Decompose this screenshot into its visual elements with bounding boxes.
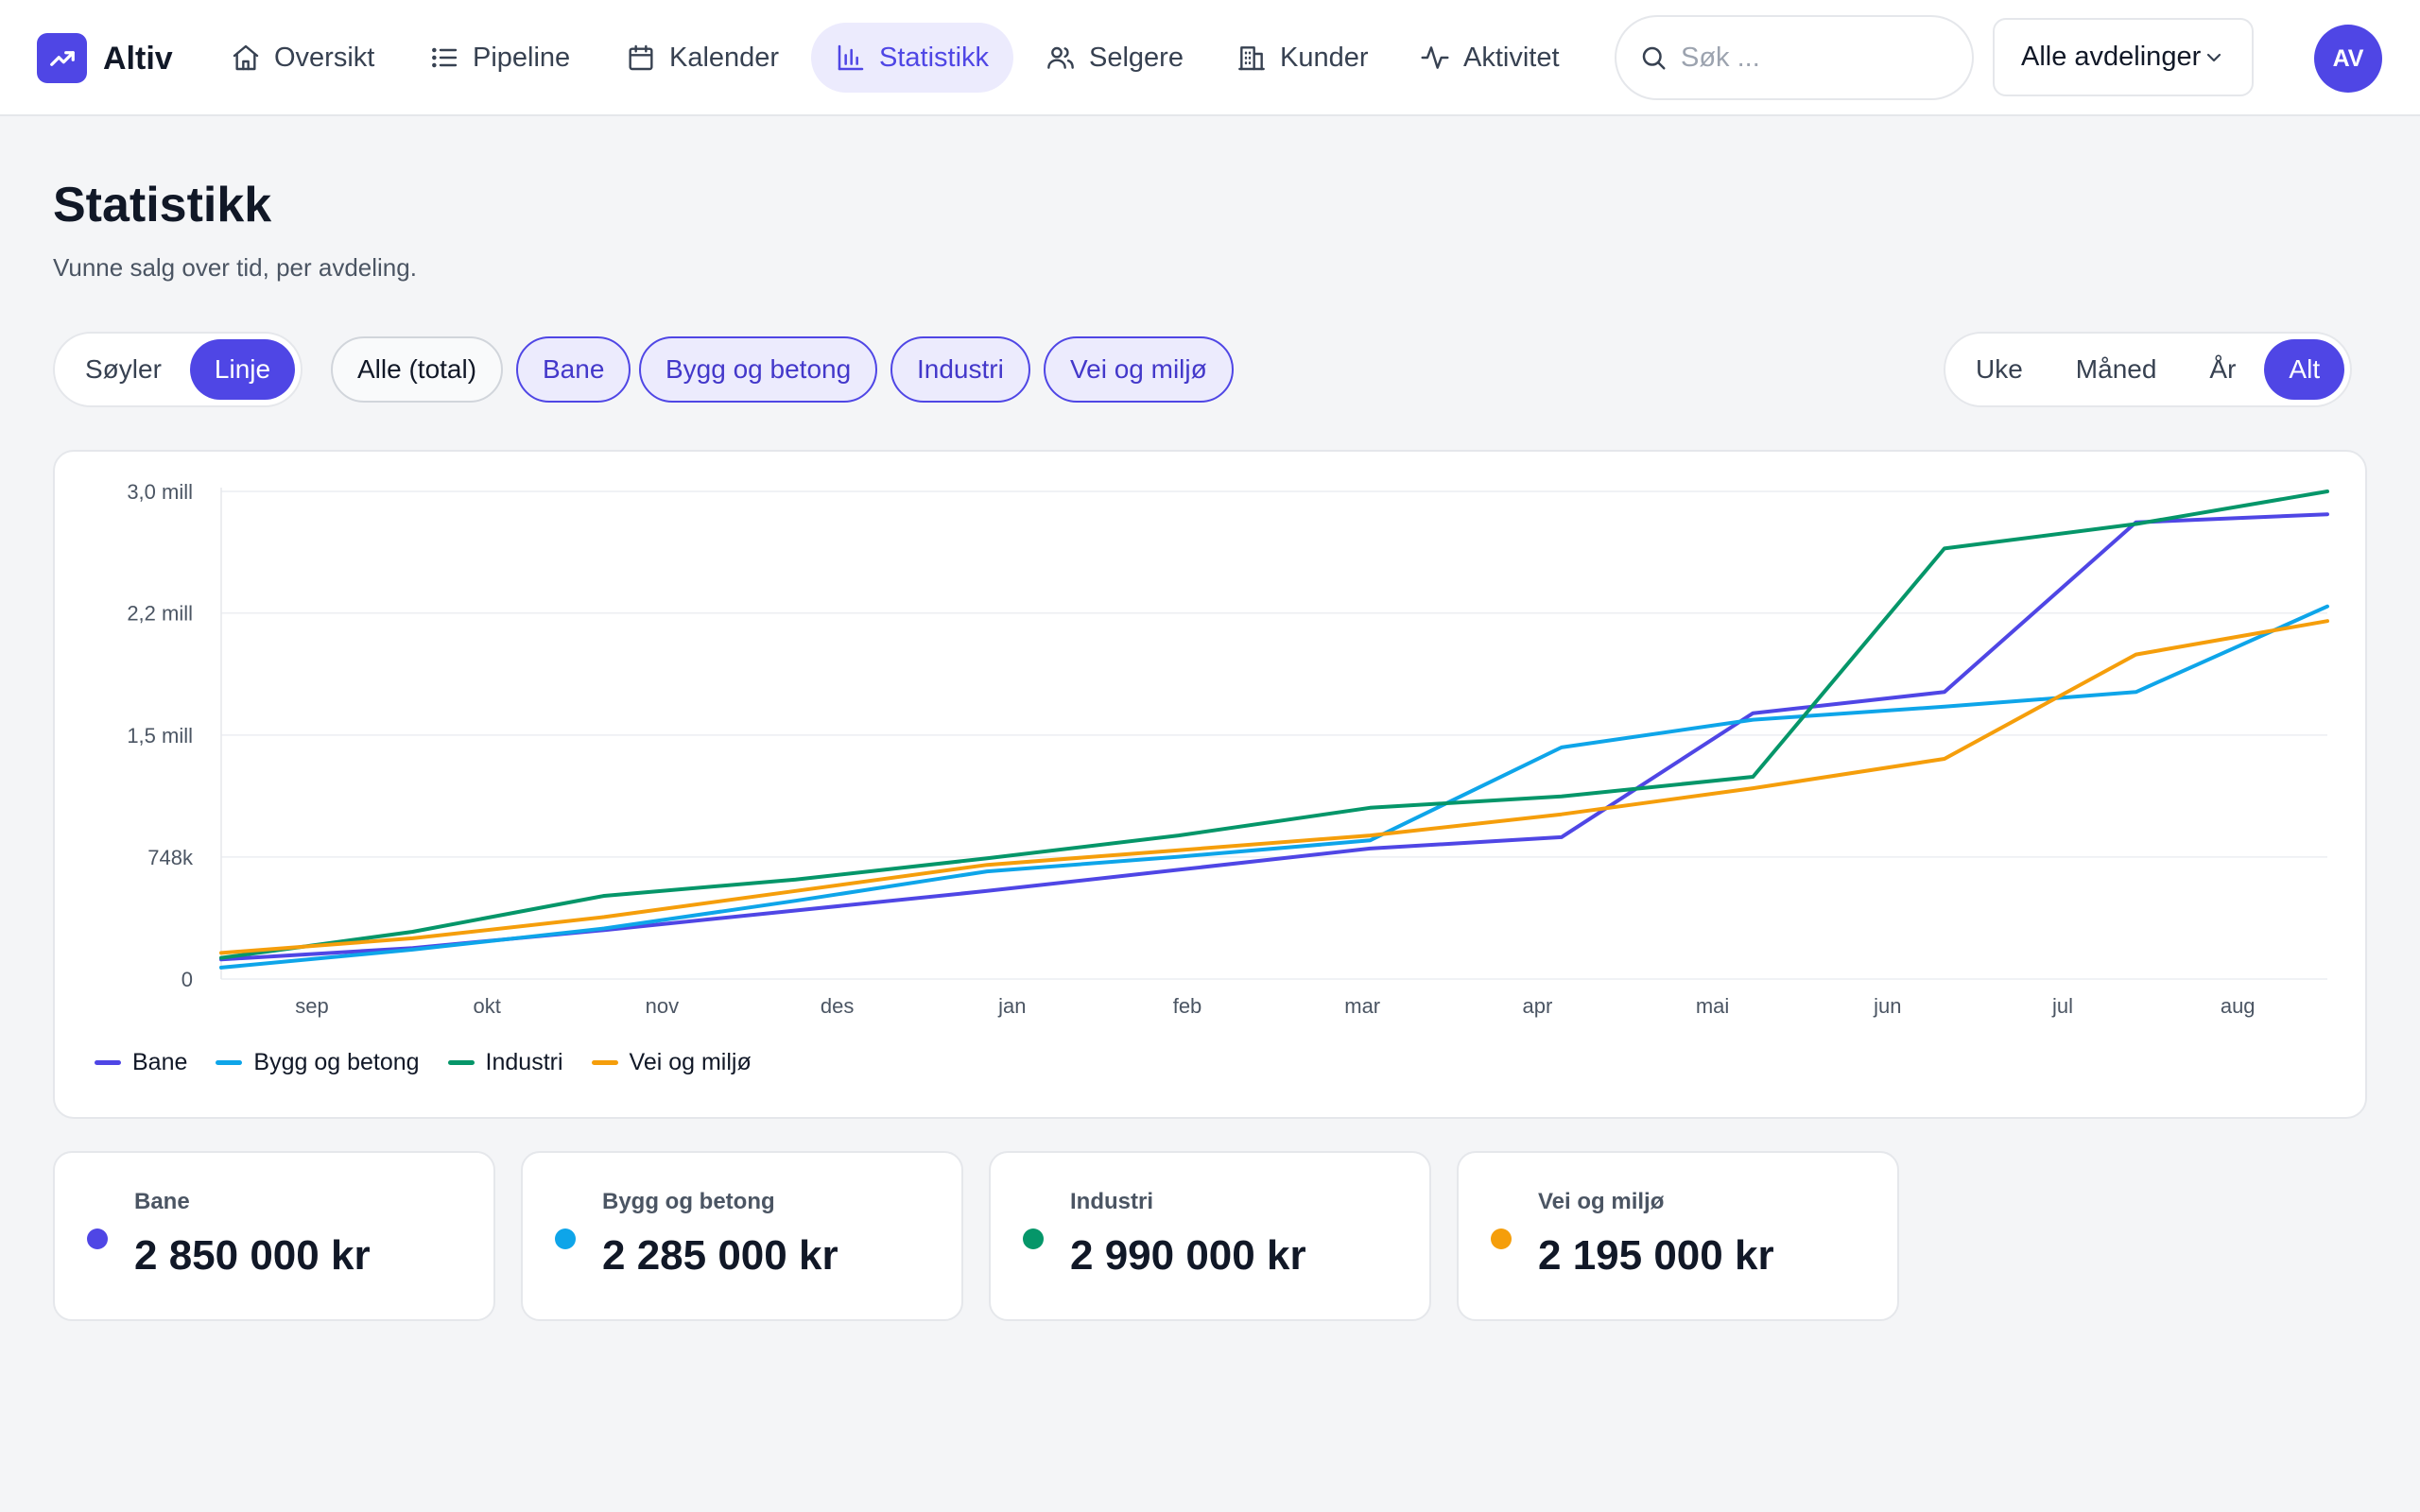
summary-label: Vei og miljø xyxy=(1538,1189,1665,1214)
users-icon xyxy=(1047,46,1074,69)
legend-swatch xyxy=(447,1060,475,1065)
bar-chart-icon xyxy=(838,44,864,71)
x-tick-label: mar xyxy=(1344,994,1380,1018)
legend-label: Bane xyxy=(132,1049,188,1075)
filter-chip-industri[interactable]: Industri xyxy=(890,336,1030,403)
period-week-button[interactable]: Uke xyxy=(1976,354,2023,384)
x-tick-label: aug xyxy=(2221,994,2256,1018)
period-toggle: Uke Måned År Alt xyxy=(1944,332,2353,407)
period-year-button[interactable]: År xyxy=(2209,354,2237,384)
legend-item-bygg-og-betong[interactable]: Bygg og betong xyxy=(216,1049,420,1076)
department-select-value: Alle avdelinger xyxy=(2021,42,2202,72)
y-tick-label: 748k xyxy=(147,846,194,869)
nav-item-selgere[interactable]: Selgere xyxy=(1021,23,1208,93)
chart-type-bars-button[interactable]: Søyler xyxy=(85,354,162,384)
search-box[interactable] xyxy=(1615,15,1974,100)
nav-item-label: Selgere xyxy=(1089,42,1184,73)
legend-item-vei-og-miljo[interactable]: Vei og miljø xyxy=(591,1049,752,1076)
sales-line-chart-card: 0 748k 1,5 mill 2,2 mill 3,0 mill sep okt nov de… xyxy=(53,450,2367,1119)
building-icon xyxy=(1238,46,1265,71)
series-color-dot xyxy=(87,1228,108,1249)
x-tick-label: nov xyxy=(646,994,679,1018)
nav-item-pipeline[interactable]: Pipeline xyxy=(405,23,595,93)
summary-value: 2 285 000 kr xyxy=(602,1232,838,1279)
series-color-dot xyxy=(555,1228,576,1249)
legend-swatch xyxy=(95,1060,121,1065)
chart-type-line-button[interactable]: Linje xyxy=(189,339,296,400)
summary-card-industri: Industri 2 990 000 kr xyxy=(989,1151,1431,1321)
series-line-industri xyxy=(219,490,2329,960)
x-tick-label: sep xyxy=(295,994,328,1018)
calendar-icon xyxy=(629,44,653,71)
legend-swatch xyxy=(591,1060,618,1065)
nav-item-label: Aktivitet xyxy=(1463,42,1560,73)
page-title: Statistikk xyxy=(53,178,272,232)
activity-icon xyxy=(1421,46,1449,69)
nav-item-statistikk[interactable]: Statistikk xyxy=(811,23,1014,93)
summary-card-bygg-og-betong: Bygg og betong 2 285 000 kr xyxy=(521,1151,963,1321)
x-tick-label: jan xyxy=(997,994,1026,1018)
x-tick-label: jun xyxy=(1873,994,1901,1018)
period-month-button[interactable]: Måned xyxy=(2075,354,2157,384)
legend-item-bane[interactable]: Bane xyxy=(95,1049,187,1076)
summary-value: 2 850 000 kr xyxy=(134,1232,371,1279)
y-tick-label: 2,2 mill xyxy=(127,602,193,626)
summary-card-bane: Bane 2 850 000 kr xyxy=(53,1151,495,1321)
search-icon xyxy=(1642,46,1666,70)
chart-legend: Bane Bygg og betong Industri Vei og milj… xyxy=(95,1049,752,1076)
x-tick-label: des xyxy=(821,994,854,1018)
summary-label: Bygg og betong xyxy=(602,1189,775,1214)
chart-type-toggle: Søyler Linje xyxy=(53,332,303,407)
department-select[interactable]: Alle avdelinger xyxy=(1993,18,2254,96)
chevron-down-icon xyxy=(2206,53,2221,61)
period-all-button[interactable]: Alt xyxy=(2264,339,2345,400)
legend-item-industri[interactable]: Industri xyxy=(447,1049,563,1076)
y-tick-label: 1,5 mill xyxy=(127,724,193,747)
y-tick-label: 0 xyxy=(182,968,193,991)
legend-label: Bygg og betong xyxy=(253,1049,420,1075)
summary-label: Industri xyxy=(1070,1189,1153,1214)
summary-label: Bane xyxy=(134,1189,190,1214)
legend-swatch xyxy=(216,1060,243,1065)
x-tick-label: apr xyxy=(1523,994,1553,1018)
nav-item-aktivitet[interactable]: Aktivitet xyxy=(1395,23,1584,93)
search-input[interactable] xyxy=(1681,42,1945,74)
legend-label: Vei og miljø xyxy=(629,1049,752,1075)
trending-up-logo-icon[interactable] xyxy=(37,33,87,83)
top-navigation-bar: Altiv Oversikt Pipeline Kalender Statist… xyxy=(0,0,2420,116)
series-line-bygg-og-betong xyxy=(219,604,2329,970)
nav-item-oversikt[interactable]: Oversikt xyxy=(206,23,399,93)
nav-item-kunder[interactable]: Kunder xyxy=(1212,23,1393,93)
legend-label: Industri xyxy=(485,1049,563,1075)
nav-item-label: Oversikt xyxy=(274,42,375,73)
nav-item-label: Kalender xyxy=(669,42,780,73)
summary-card-vei-og-miljo: Vei og miljø 2 195 000 kr xyxy=(1457,1151,1899,1321)
summary-value: 2 990 000 kr xyxy=(1070,1232,1306,1279)
user-avatar[interactable]: AV xyxy=(2314,25,2382,93)
series-line-vei-og-miljo xyxy=(219,619,2329,955)
page-subtitle: Vunne salg over tid, per avdeling. xyxy=(53,253,417,282)
series-line-bane xyxy=(219,512,2329,962)
series-color-dot xyxy=(1491,1228,1512,1249)
app-name[interactable]: Altiv xyxy=(103,41,173,77)
x-tick-label: feb xyxy=(1173,994,1202,1018)
x-tick-label: mai xyxy=(1696,994,1729,1018)
home-icon xyxy=(233,44,259,71)
filter-chip-bane[interactable]: Bane xyxy=(516,336,631,403)
nav-item-kalender[interactable]: Kalender xyxy=(601,23,804,93)
summary-value: 2 195 000 kr xyxy=(1538,1232,1774,1279)
series-color-dot xyxy=(1023,1228,1044,1249)
y-tick-label: 3,0 mill xyxy=(127,480,193,504)
sales-line-chart: 0 748k 1,5 mill 2,2 mill 3,0 mill sep okt nov de… xyxy=(127,480,2329,1018)
filter-chip-bygg-og-betong[interactable]: Bygg og betong xyxy=(639,336,878,403)
nav-item-label: Statistikk xyxy=(879,42,990,73)
nav-item-label: Kunder xyxy=(1280,42,1369,73)
x-tick-label: okt xyxy=(474,994,501,1018)
list-icon xyxy=(432,47,458,68)
filter-chip-vei-og-miljo[interactable]: Vei og miljø xyxy=(1044,336,1234,403)
nav-item-label: Pipeline xyxy=(473,42,571,73)
filter-chip-total[interactable]: Alle (total) xyxy=(331,336,504,403)
x-tick-label: jul xyxy=(2051,994,2073,1018)
